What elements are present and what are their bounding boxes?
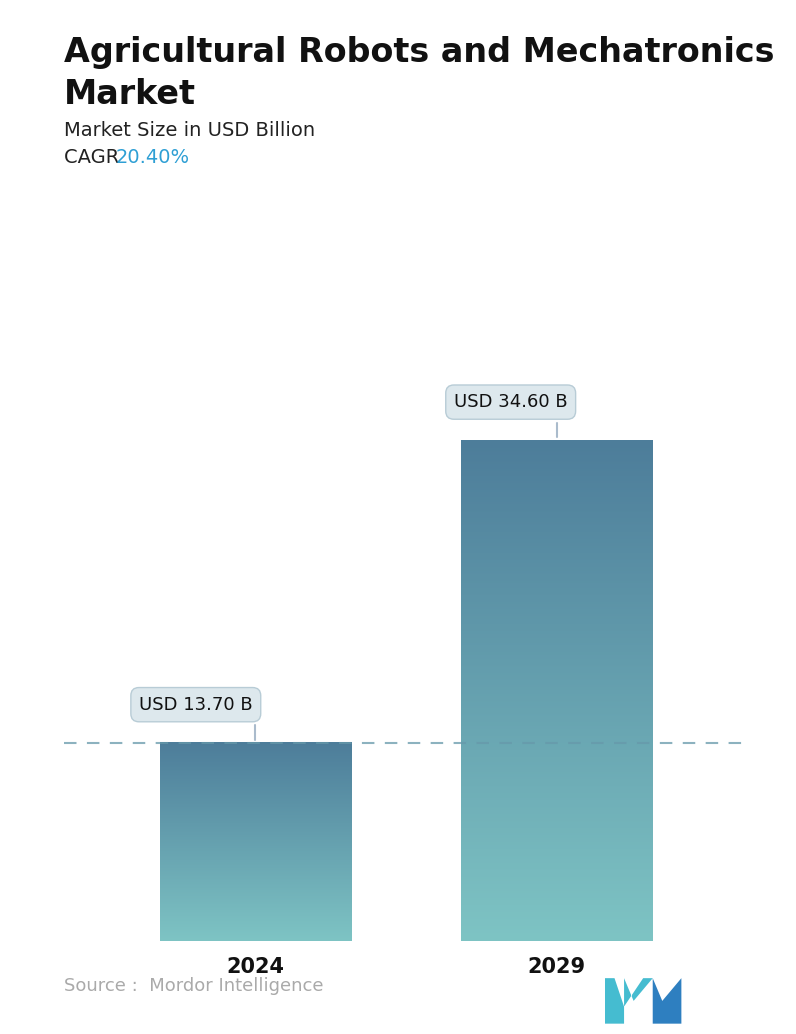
Text: USD 13.70 B: USD 13.70 B [139, 696, 256, 740]
Text: Agricultural Robots and Mechatronics: Agricultural Robots and Mechatronics [64, 36, 775, 69]
Text: Source :  Mordor Intelligence: Source : Mordor Intelligence [64, 977, 323, 995]
Text: Market Size in USD Billion: Market Size in USD Billion [64, 121, 314, 140]
Text: CAGR: CAGR [64, 148, 125, 166]
Text: Market: Market [64, 78, 196, 111]
Text: USD 34.60 B: USD 34.60 B [454, 393, 568, 437]
Text: 20.40%: 20.40% [115, 148, 189, 166]
